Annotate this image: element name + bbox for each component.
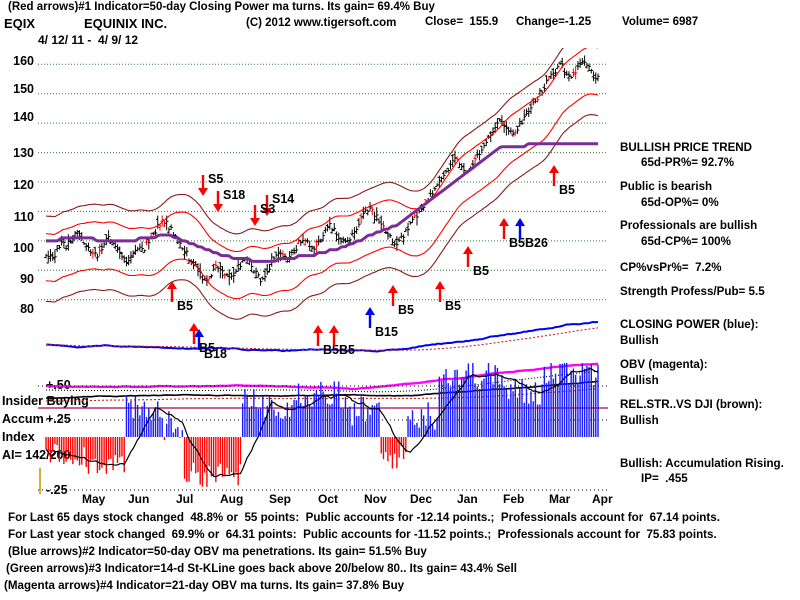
company-name: EQUINIX INC. xyxy=(84,16,168,31)
chart-plot-area[interactable] xyxy=(38,48,608,498)
annotation-label-b5-4: B5 xyxy=(177,299,193,313)
annotation-label-b5-15: B5 xyxy=(339,343,355,357)
footer-line-65days: For Last 65 days stock changed 48.8% or … xyxy=(8,511,720,524)
buy-arrow-15 xyxy=(329,325,339,346)
sell-arrow-3 xyxy=(250,205,260,226)
public-title: Public is bearish xyxy=(620,180,713,193)
trend-title: BULLISH PRICE TREND xyxy=(620,141,753,154)
annotation-label-b15-13: B15 xyxy=(375,325,398,339)
buy-arrow-7 xyxy=(463,246,473,267)
strength-prof-pub: Strength Profess/Pub= 5.5 xyxy=(620,285,765,298)
accumulation-ip: IP= .455 xyxy=(641,472,688,485)
closing-power-value: Bullish xyxy=(620,334,659,347)
annotation-label-b5-14: B5 xyxy=(323,343,339,357)
rel-strength-title: REL.STR..VS DJI (brown): xyxy=(620,398,763,411)
annotation-label-b5-12: B5 xyxy=(199,341,215,355)
x-axis-label-oct: Oct xyxy=(318,492,339,506)
label-accum: Accum xyxy=(2,412,44,426)
professionals-value: 65d-CP%= 100% xyxy=(641,235,731,248)
rel-strength-value: Bullish xyxy=(620,414,659,427)
buy-arrow-4 xyxy=(167,281,177,302)
buy-arrow-8 xyxy=(549,165,559,186)
label-index: Index xyxy=(2,430,35,444)
label-minus-25: -.25 xyxy=(46,483,68,497)
annotation-label-s18-1: S18 xyxy=(223,188,246,202)
y-axis-label-130: 130 xyxy=(13,146,34,160)
y-axis-label-120: 120 xyxy=(13,178,34,192)
buy-arrow-12 xyxy=(189,323,199,344)
label-plus-50: +.50 xyxy=(46,378,71,392)
annotation-label-s3-3: S3 xyxy=(260,202,276,216)
y-axis-label-110: 110 xyxy=(13,210,34,224)
footer-line-lastyear: For Last year stock changed 69.9% or 64.… xyxy=(8,528,717,541)
sell-arrow-2 xyxy=(262,195,272,216)
x-axis-label-jun: Jun xyxy=(128,492,150,506)
chart-canvas xyxy=(38,48,608,494)
price-change: Change=-1.25 xyxy=(516,16,592,28)
annotation-label-b5-7: B5 xyxy=(473,264,489,278)
annotation-label-b18-11: B18 xyxy=(204,347,227,361)
x-axis-label-mar: Mar xyxy=(549,492,571,506)
obv-title: OBV (magenta): xyxy=(620,358,708,371)
y-axis-label-140: 140 xyxy=(13,110,34,124)
accumulation-histogram xyxy=(45,363,599,487)
annotation-label-b5-8: B5 xyxy=(559,183,575,197)
footer-line-indicator-4: (Magenta arrows)#4 Indicator=21-day OBV … xyxy=(4,579,405,592)
price-bars xyxy=(44,55,600,287)
volume: Volume= 6987 xyxy=(622,16,699,28)
y-axis-label-150: 150 xyxy=(13,82,34,96)
x-axis-label-jan: Jan xyxy=(457,492,478,506)
y-axis-label-90: 90 xyxy=(20,272,34,286)
close-price: Close= 155.9 xyxy=(425,16,499,28)
indicator-1-header: (Red arrows)#1 Indicator=50-day Closing … xyxy=(8,1,435,13)
buy-arrow-9 xyxy=(499,218,509,239)
closing-power-title: CLOSING POWER (blue): xyxy=(620,318,759,331)
x-axis-label-aug: Aug xyxy=(220,492,244,506)
buy-arrow-5 xyxy=(388,285,398,306)
sell-arrow-1 xyxy=(213,191,223,212)
annotation-label-b5-9: B5 xyxy=(509,236,525,250)
professionals-title: Professionals are bullish xyxy=(620,219,758,232)
x-axis-label-apr: Apr xyxy=(592,492,613,506)
footer-line-indicator-3: (Green arrows)#3 Indicator=14-d St-KLine… xyxy=(6,562,517,575)
copyright-notice: (C) 2012 www.tigersoft.com xyxy=(246,17,397,29)
public-value: 65d-OP%= 0% xyxy=(641,196,719,209)
buy-arrow-14 xyxy=(313,325,323,346)
annotation-label-b26-10: B26 xyxy=(525,236,548,250)
x-axis-label-sep: Sep xyxy=(269,492,292,506)
x-axis-label-jul: Jul xyxy=(176,492,194,506)
buy-arrow-10 xyxy=(515,218,525,239)
annotation-label-b5-5: B5 xyxy=(398,303,414,317)
footer-line-indicator-2: (Blue arrows)#2 Indicator=50-day OBV ma … xyxy=(8,545,427,558)
accumulation-title: Bullish: Accumulation Rising. xyxy=(620,457,784,470)
date-range: 4/ 12/ 11 - 4/ 9/ 12 xyxy=(38,33,139,47)
x-axis-label-may: May xyxy=(82,492,106,506)
annotation-label-s14-2: S14 xyxy=(272,192,295,206)
ticker-symbol: EQIX xyxy=(4,16,36,31)
x-axis-label-feb: Feb xyxy=(503,492,525,506)
y-axis-label-100: 100 xyxy=(13,241,34,255)
trend-value: 65d-PR%= 92.7% xyxy=(641,156,735,169)
annotation-label-s5-0: S5 xyxy=(208,172,224,186)
y-axis-label-160: 160 xyxy=(13,54,34,68)
buy-arrow-13 xyxy=(365,307,375,328)
cp-vs-pr: CP%vsPr%= 7.2% xyxy=(620,261,722,274)
buy-arrow-11 xyxy=(194,329,204,350)
x-axis-label-nov: Nov xyxy=(364,492,387,506)
buy-arrow-6 xyxy=(435,281,445,302)
obv-value: Bullish xyxy=(620,374,659,387)
label-plus-25: +.25 xyxy=(46,412,71,426)
x-axis-label-dec: Dec xyxy=(410,492,433,506)
y-axis-label-80: 80 xyxy=(20,302,34,316)
annotation-label-b5-6: B5 xyxy=(445,299,461,313)
sell-arrow-0 xyxy=(198,175,208,196)
